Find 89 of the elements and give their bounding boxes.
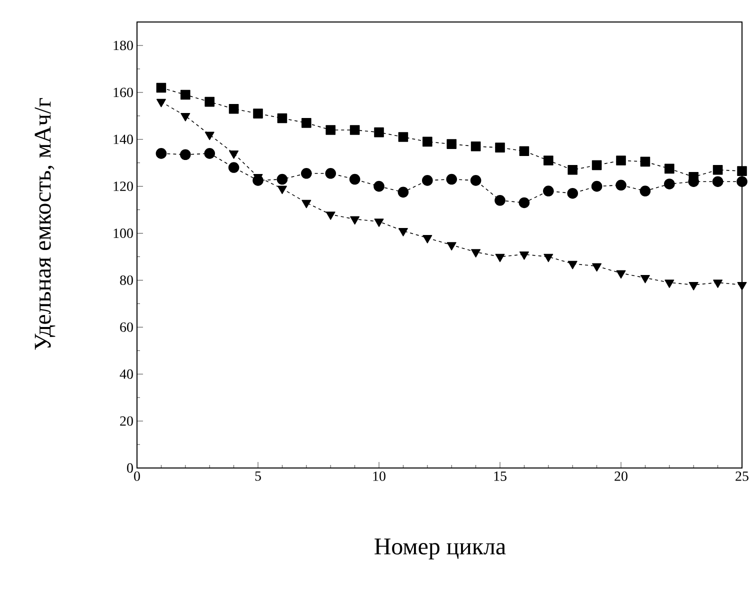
point [204, 96, 214, 107]
point [518, 197, 530, 208]
point [592, 263, 602, 272]
point [302, 200, 312, 208]
point [180, 90, 190, 100]
point [616, 270, 626, 279]
y-tick-label: 60 [120, 322, 133, 332]
point [446, 139, 457, 149]
point [688, 282, 698, 290]
point [568, 260, 578, 270]
y-tick-label: 160 [114, 88, 133, 98]
point [737, 282, 747, 290]
point [592, 160, 602, 170]
point [156, 82, 166, 93]
point [567, 188, 578, 199]
point [495, 254, 505, 262]
point [494, 194, 506, 206]
point [180, 112, 190, 122]
y-tick-label: 0 [127, 463, 133, 473]
point [736, 176, 748, 188]
point [374, 218, 384, 227]
point [544, 156, 554, 166]
point [349, 174, 360, 185]
point [301, 168, 312, 179]
point [398, 132, 408, 142]
x-tick-label: 0 [134, 472, 140, 481]
y-tick-label: 180 [114, 40, 133, 50]
x-tick-label: 25 [736, 472, 748, 481]
point [350, 216, 360, 225]
point [470, 175, 482, 186]
point [398, 186, 409, 198]
point [204, 132, 214, 140]
point [712, 176, 724, 188]
y-axis-title: Удельная емкость, мАч/г [34, 98, 56, 350]
point [253, 108, 263, 118]
y-tick-label: 20 [120, 416, 133, 426]
point [350, 125, 360, 135]
point [422, 136, 432, 147]
y-tick-label: 80 [120, 275, 133, 285]
point [519, 146, 530, 156]
point [519, 251, 529, 260]
point [616, 180, 626, 191]
point [664, 178, 675, 190]
point [277, 186, 287, 194]
point [591, 180, 602, 192]
y-tick-label: 120 [114, 182, 133, 192]
x-tick-label: 10 [373, 472, 386, 481]
point [228, 162, 240, 173]
y-tick-label: 40 [120, 369, 133, 379]
point [616, 156, 626, 166]
point [302, 118, 312, 128]
point [276, 174, 288, 185]
x-axis-title: Номер цикла [374, 538, 506, 560]
point [374, 127, 384, 138]
point [471, 249, 481, 258]
point [640, 156, 650, 167]
point [446, 174, 458, 185]
point [664, 280, 674, 288]
point [156, 148, 167, 159]
point [664, 164, 674, 174]
point [180, 149, 191, 160]
point [228, 104, 239, 114]
x-tick-label: 20 [614, 472, 628, 481]
point [543, 186, 554, 196]
point [204, 148, 215, 159]
point [326, 212, 336, 220]
point [326, 125, 336, 135]
point [712, 164, 723, 175]
point [446, 242, 456, 250]
point [495, 142, 505, 152]
y-tick-label: 140 [114, 134, 133, 144]
y-tick-label: 100 [114, 228, 133, 238]
point [640, 274, 650, 284]
x-tick-label: 5 [255, 472, 261, 481]
point [640, 186, 651, 196]
point [737, 166, 747, 176]
point [229, 150, 239, 159]
point [156, 98, 166, 108]
point [374, 180, 384, 192]
point [544, 254, 554, 262]
point [277, 113, 288, 124]
point [398, 228, 408, 236]
point [568, 164, 578, 175]
point [470, 142, 481, 152]
point [713, 280, 723, 288]
point [325, 168, 336, 179]
point [422, 235, 432, 244]
x-tick-label: 15 [494, 472, 506, 481]
point [422, 175, 433, 186]
